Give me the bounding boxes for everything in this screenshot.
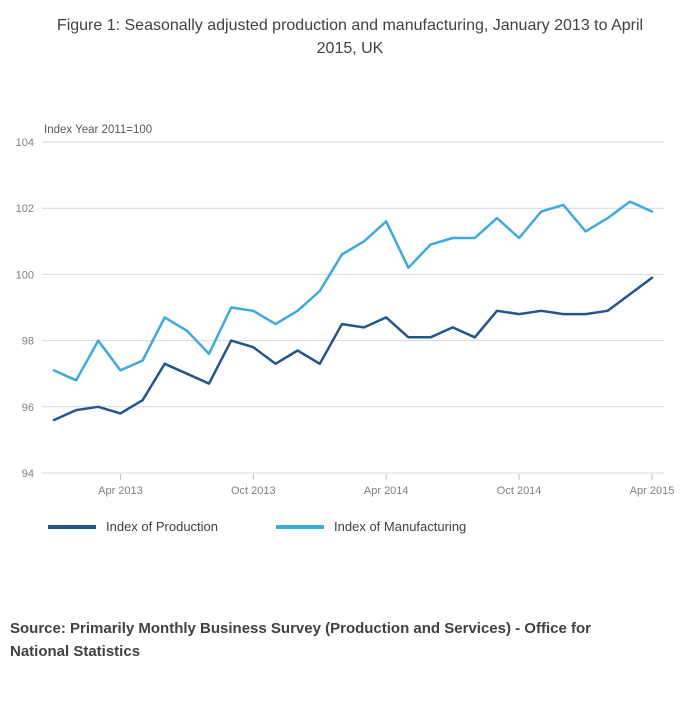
x-tick-label: Apr 2013 — [98, 485, 143, 497]
x-tick-label: Apr 2014 — [364, 485, 409, 497]
y-tick-label: 94 — [22, 468, 34, 480]
y-tick-label: 96 — [22, 402, 34, 414]
production-legend-swatch — [48, 524, 96, 529]
x-tick-label: Apr 2015 — [630, 485, 675, 497]
figure-title: Figure 1: Seasonally adjusted production… — [56, 17, 644, 58]
index-of-manufacturing-line — [52, 200, 654, 382]
line-chart: 94 96 98 100 102 104 Index Year 2011=100 Apr 20… — [16, 124, 675, 497]
y-tick-label: 100 — [16, 270, 34, 282]
production-legend-label: Index of Production — [106, 519, 219, 535]
source-text: Source: Primarily Monthly Business Surve… — [10, 620, 591, 660]
index-of-production-line — [52, 276, 654, 422]
x-tick-label: Oct 2013 — [231, 485, 276, 497]
y-tick-label: 102 — [16, 204, 34, 216]
legend-item-manufacturing: Index of Manufacturing — [276, 519, 466, 534]
legend-item-production: Index of Production — [48, 519, 218, 534]
y-tick-label: 104 — [16, 137, 34, 149]
y-tick-label: 98 — [22, 336, 34, 348]
manufacturing-legend-label: Index of Manufacturing — [334, 519, 467, 535]
chart-legend: Index of Production Index of Manufacturi… — [0, 519, 700, 534]
y-axis-annotation: Index Year 2011=100 — [44, 124, 152, 136]
manufacturing-legend-swatch — [276, 524, 325, 529]
x-tick-label: Oct 2014 — [497, 485, 542, 497]
